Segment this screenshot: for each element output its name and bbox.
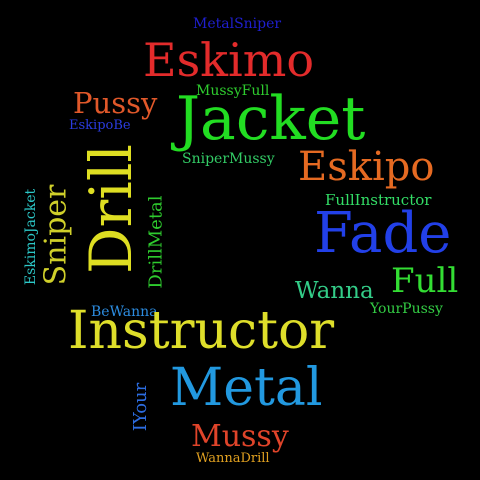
word-wanna: Wanna: [295, 278, 374, 304]
word-full: Full: [391, 261, 459, 301]
word-eskipobe: EskipoBe: [69, 118, 131, 133]
word-eskipo: Eskipo: [298, 144, 435, 190]
word-snipermussy: SniperMussy: [182, 151, 275, 167]
word-drill: Drill: [76, 144, 145, 274]
word-mussyfull: MussyFull: [196, 83, 270, 99]
word-iyour: IYour: [130, 382, 152, 432]
word-jacket: Jacket: [176, 84, 366, 154]
word-metal: Metal: [170, 358, 323, 418]
word-fade: Fade: [314, 201, 452, 266]
word-eskimo: Eskimo: [143, 33, 315, 87]
word-fullinstructor: FullInstructor: [325, 191, 432, 209]
word-sniper: Sniper: [38, 184, 74, 286]
word-mussy: Mussy: [191, 419, 289, 454]
word-drillmetal: DrillMetal: [145, 195, 167, 289]
word-wannadrill: WannaDrill: [196, 451, 270, 466]
word-pussy: Pussy: [73, 86, 158, 120]
word-yourpussy: YourPussy: [370, 301, 443, 317]
word-bewanna: BeWanna: [91, 304, 158, 320]
word-instructor: Instructor: [68, 301, 335, 361]
word-metalsniper: MetalSniper: [193, 16, 282, 32]
word-eskimojacket: EskimoJacket: [23, 188, 40, 286]
